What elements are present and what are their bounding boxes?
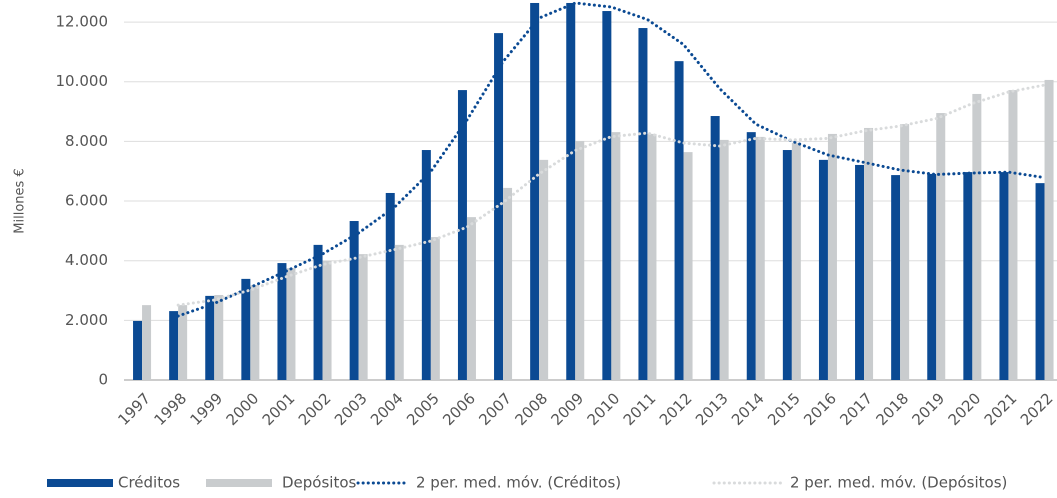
x-tick-label: 2020 bbox=[945, 389, 985, 429]
bar bbox=[322, 260, 332, 380]
x-tick-label: 2015 bbox=[764, 389, 804, 429]
bar bbox=[466, 217, 476, 380]
bar bbox=[791, 142, 801, 380]
y-axis-label: Millones € bbox=[13, 168, 28, 233]
x-tick-label: 2004 bbox=[367, 389, 407, 429]
bar bbox=[891, 175, 901, 380]
bar bbox=[864, 127, 874, 380]
y-tick-label: 2.000 bbox=[65, 311, 108, 329]
bar bbox=[683, 152, 693, 380]
x-tick-label: 2012 bbox=[656, 389, 696, 429]
x-tick-label: 2014 bbox=[728, 389, 768, 429]
bar bbox=[575, 141, 585, 380]
bar bbox=[999, 172, 1009, 380]
x-tick-label: 2000 bbox=[223, 389, 263, 429]
bar bbox=[782, 150, 792, 380]
bar bbox=[430, 237, 440, 380]
moving-average-line bbox=[176, 1, 1047, 318]
x-tick-label: 2009 bbox=[548, 389, 588, 429]
bar bbox=[142, 305, 152, 380]
bar bbox=[566, 2, 576, 381]
y-tick-label: 10.000 bbox=[56, 72, 109, 90]
bar bbox=[277, 263, 287, 380]
bar bbox=[349, 221, 359, 380]
bar bbox=[286, 268, 296, 380]
bar bbox=[530, 2, 540, 381]
bar bbox=[818, 159, 828, 380]
x-tick-label: 2001 bbox=[259, 389, 299, 429]
bar bbox=[313, 244, 323, 380]
bar bbox=[133, 320, 143, 380]
y-tick-label: 0 bbox=[98, 371, 108, 389]
bar bbox=[457, 90, 467, 380]
bar bbox=[250, 285, 260, 380]
x-tick-label: 2010 bbox=[584, 389, 624, 429]
bar bbox=[214, 294, 224, 380]
y-tick-label: 12.000 bbox=[56, 13, 109, 31]
x-tick-label: 2003 bbox=[331, 389, 371, 429]
x-tick-label: 2005 bbox=[403, 389, 443, 429]
x-tick-label: 1997 bbox=[114, 389, 154, 429]
legend-label: Créditos bbox=[118, 474, 180, 492]
bar bbox=[178, 305, 188, 380]
bar bbox=[539, 159, 549, 380]
bar bbox=[674, 61, 684, 380]
bar bbox=[1008, 90, 1018, 380]
x-tick-label: 2018 bbox=[872, 389, 912, 429]
x-tick-label: 1998 bbox=[150, 389, 190, 429]
legend-label: Depósitos bbox=[282, 474, 357, 492]
bar bbox=[719, 139, 729, 380]
legend-label: 2 per. med. móv. (Créditos) bbox=[416, 474, 621, 492]
x-tick-label: 2011 bbox=[620, 389, 660, 429]
bar bbox=[936, 113, 946, 380]
bar bbox=[855, 164, 865, 380]
x-tick-label: 2002 bbox=[295, 389, 335, 429]
moving-average-line bbox=[176, 83, 1047, 307]
bar bbox=[827, 133, 837, 380]
bar bbox=[963, 172, 973, 380]
bar bbox=[647, 133, 657, 380]
bar bbox=[746, 132, 756, 380]
y-tick-label: 4.000 bbox=[65, 251, 108, 269]
legend-label: 2 per. med. móv. (Depósitos) bbox=[790, 474, 1007, 492]
bar bbox=[385, 192, 395, 380]
bar bbox=[503, 187, 513, 380]
bar bbox=[205, 295, 215, 380]
x-tick-label: 2021 bbox=[981, 389, 1021, 429]
x-tick-label: 2006 bbox=[439, 389, 479, 429]
bar bbox=[169, 311, 179, 380]
bar bbox=[602, 11, 612, 381]
bar bbox=[1044, 79, 1054, 381]
bar bbox=[421, 150, 431, 380]
bar bbox=[638, 28, 648, 380]
x-tick-label: 2007 bbox=[475, 389, 515, 429]
legend-swatch bbox=[206, 479, 272, 487]
bar bbox=[1035, 183, 1045, 380]
bar bbox=[358, 254, 368, 380]
x-tick-label: 2017 bbox=[836, 389, 876, 429]
x-tick-label: 2016 bbox=[800, 389, 840, 429]
x-tick-label: 2022 bbox=[1017, 389, 1057, 429]
y-tick-label: 8.000 bbox=[65, 132, 108, 150]
bar bbox=[394, 244, 404, 380]
bar bbox=[900, 124, 910, 380]
x-tick-label: 1999 bbox=[187, 389, 227, 429]
bar bbox=[755, 136, 765, 380]
bar bbox=[611, 132, 621, 380]
bar bbox=[710, 116, 720, 380]
bar bbox=[972, 93, 982, 380]
bar bbox=[927, 173, 937, 380]
legend-swatch bbox=[47, 479, 113, 487]
x-tick-label: 2013 bbox=[692, 389, 732, 429]
x-tick-label: 2008 bbox=[511, 389, 551, 429]
y-tick-label: 6.000 bbox=[65, 192, 108, 210]
bar bbox=[241, 278, 251, 380]
x-tick-label: 2019 bbox=[909, 389, 949, 429]
